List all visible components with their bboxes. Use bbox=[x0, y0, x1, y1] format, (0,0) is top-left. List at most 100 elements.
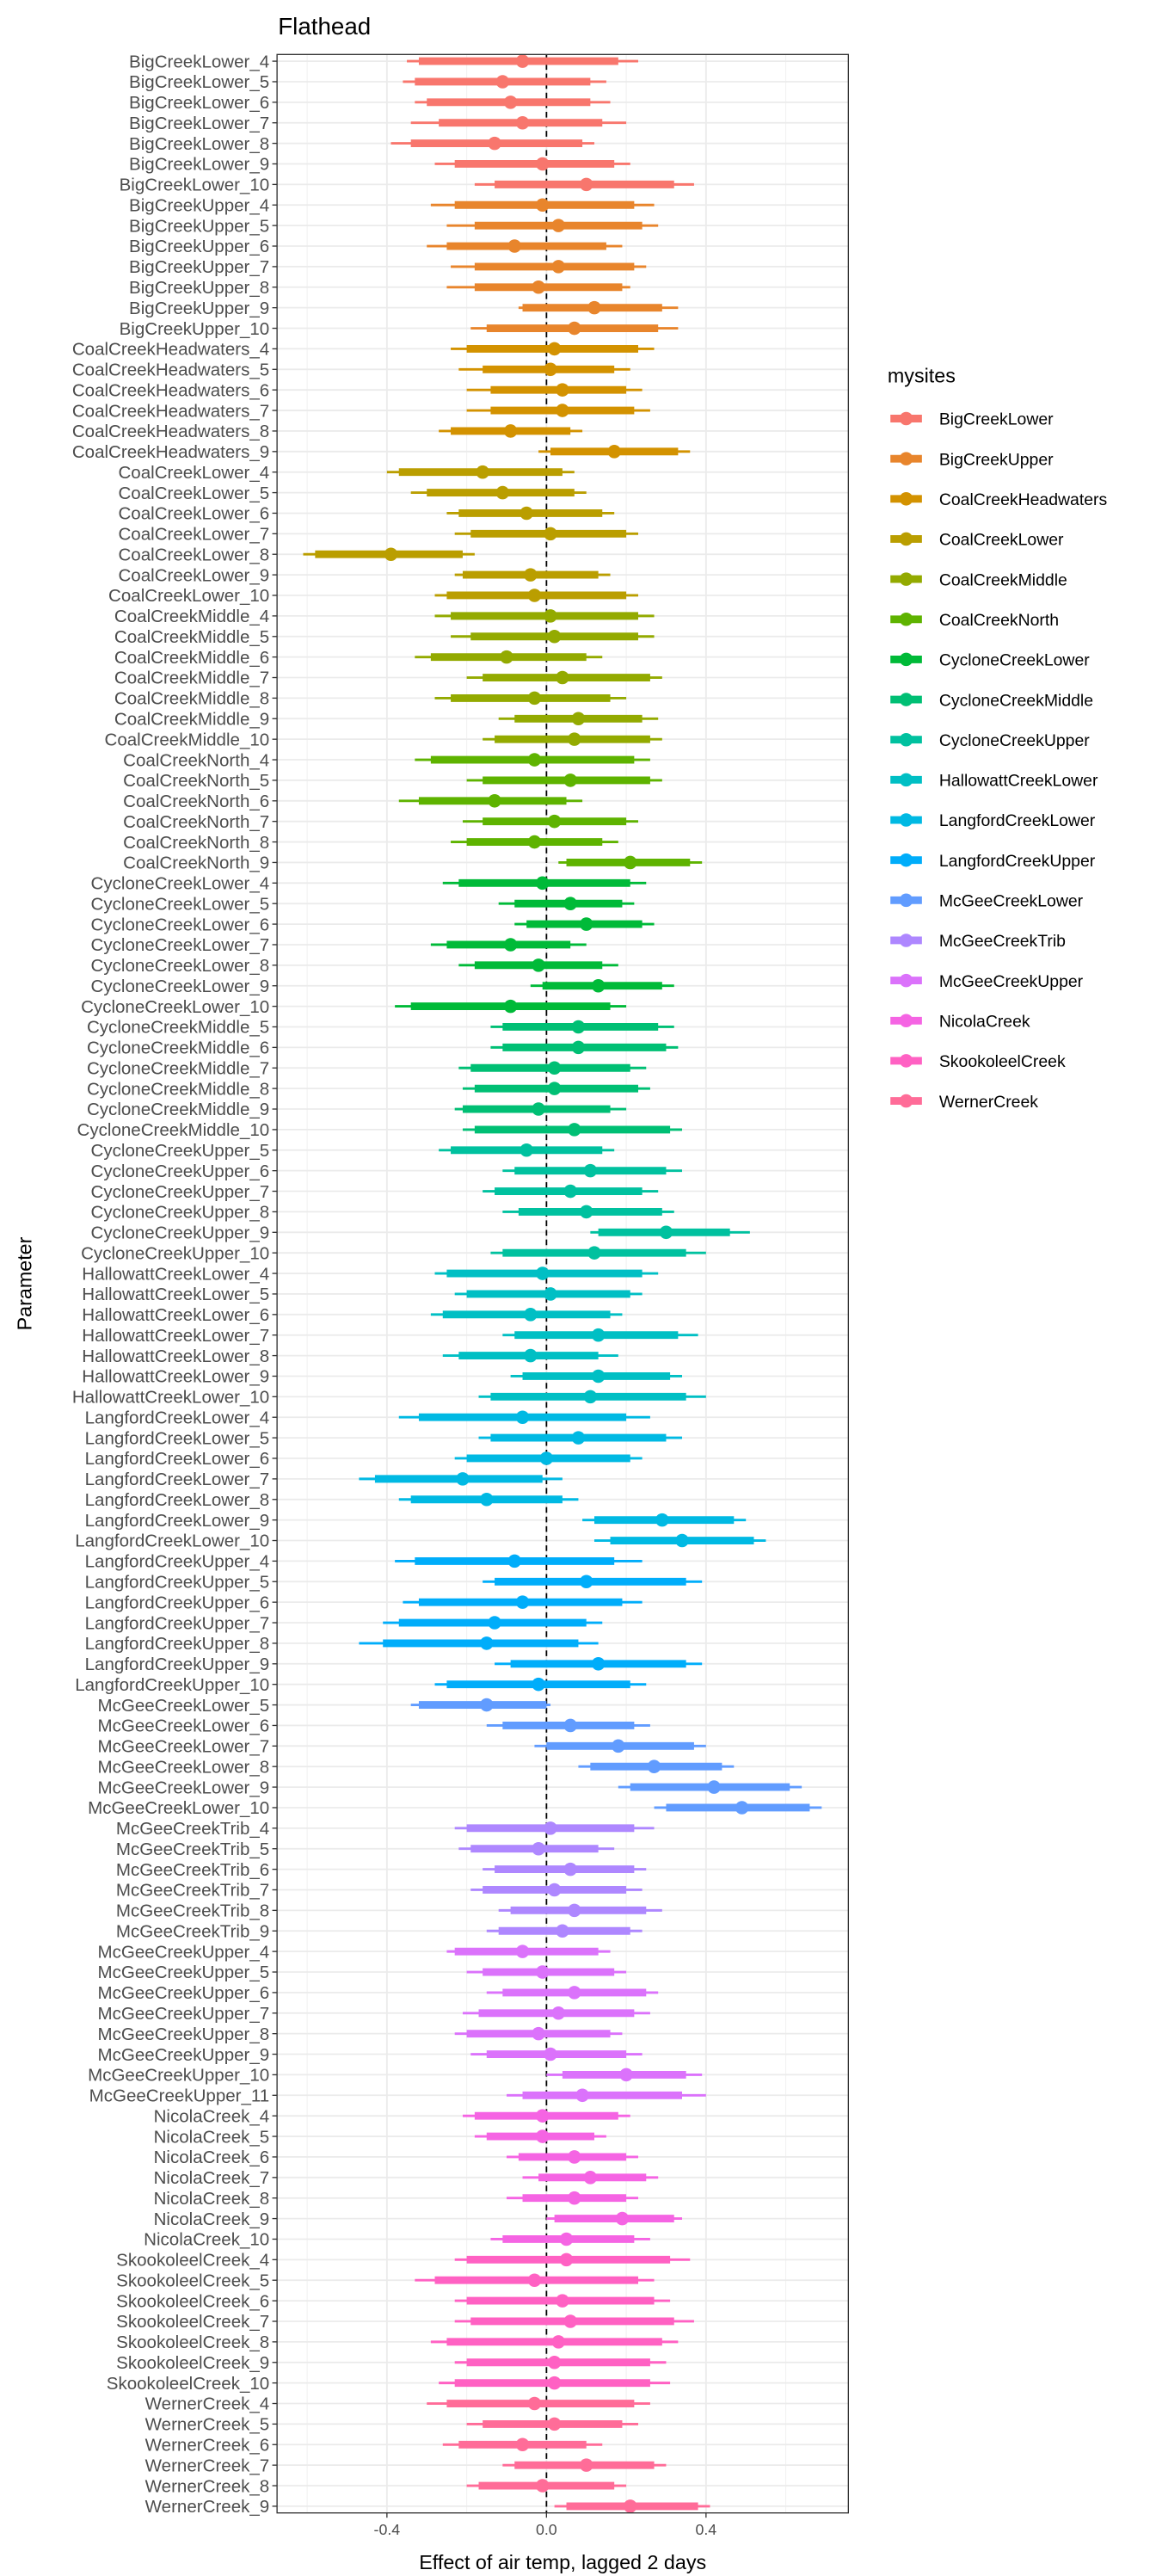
y-tick-label: CycloneCreekUpper_9 bbox=[91, 1223, 270, 1243]
y-tick-label: BigCreekUpper_4 bbox=[129, 195, 269, 215]
y-tick-label: LangfordCreekLower_9 bbox=[85, 1511, 270, 1531]
legend-item: McGeeCreekTrib bbox=[890, 932, 1066, 951]
point-estimate bbox=[563, 1862, 577, 1877]
y-tick-label: McGeeCreekUpper_8 bbox=[98, 2024, 270, 2044]
y-tick-label: CycloneCreekUpper_8 bbox=[91, 1203, 270, 1223]
y-tick-label: McGeeCreekLower_6 bbox=[98, 1716, 270, 1736]
y-tick-label: WernerCreek_8 bbox=[145, 2476, 270, 2496]
point-estimate bbox=[568, 321, 581, 336]
point-estimate bbox=[488, 794, 501, 808]
point-estimate bbox=[507, 1554, 522, 1568]
y-axis-title: Parameter bbox=[14, 1236, 36, 1330]
y-tick-label: BigCreekUpper_9 bbox=[129, 299, 269, 318]
y-tick-label: CoalCreekHeadwaters_7 bbox=[72, 401, 269, 421]
point-estimate bbox=[503, 96, 518, 109]
legend-item: CycloneCreekLower bbox=[890, 651, 1090, 670]
legend-key-point bbox=[899, 492, 913, 506]
y-tick-label: CoalCreekLower_5 bbox=[118, 484, 269, 503]
y-tick-label: HallowattCreekLower_4 bbox=[82, 1264, 269, 1284]
point-estimate bbox=[587, 1246, 601, 1260]
point-estimate bbox=[623, 855, 637, 870]
point-estimate bbox=[507, 239, 522, 253]
y-tick-label: CoalCreekHeadwaters_4 bbox=[72, 340, 269, 360]
y-tick-label: WernerCreek_5 bbox=[145, 2415, 270, 2435]
legend-key-point bbox=[899, 532, 913, 546]
y-tick-label: NicolaCreek_9 bbox=[154, 2209, 270, 2229]
point-estimate bbox=[527, 589, 542, 602]
chart-title: Flathead bbox=[278, 13, 371, 40]
y-tick-label: CoalCreekLower_7 bbox=[118, 525, 269, 545]
y-tick-label: CoalCreekLower_6 bbox=[118, 504, 269, 524]
y-tick-label: McGeeCreekTrib_6 bbox=[116, 1860, 269, 1880]
point-estimate bbox=[532, 1841, 545, 1856]
legend-label: CoalCreekLower bbox=[939, 531, 1064, 550]
point-estimate bbox=[535, 1965, 550, 1979]
point-estimate bbox=[544, 362, 557, 377]
legend-label: LangfordCreekLower bbox=[939, 811, 1096, 830]
y-tick-label: LangfordCreekLower_5 bbox=[85, 1428, 270, 1448]
y-tick-label: BigCreekLower_9 bbox=[129, 155, 269, 175]
point-estimate bbox=[535, 2479, 550, 2493]
point-estimate bbox=[591, 1369, 606, 1384]
point-estimate bbox=[520, 506, 533, 521]
point-estimate bbox=[503, 938, 518, 952]
y-tick-label: CoalCreekNorth_7 bbox=[123, 812, 269, 832]
y-tick-label: CoalCreekNorth_4 bbox=[123, 750, 269, 770]
legend-label: WernerCreek bbox=[939, 1093, 1038, 1112]
legend-label: LangfordCreekUpper bbox=[939, 852, 1096, 871]
point-estimate bbox=[612, 1739, 625, 1753]
point-estimate bbox=[527, 835, 542, 849]
y-tick-label: CycloneCreekLower_4 bbox=[91, 874, 270, 894]
point-estimate bbox=[527, 2396, 542, 2411]
legend-label: BigCreekUpper bbox=[939, 450, 1054, 469]
point-estimate bbox=[547, 2417, 562, 2431]
legend-item: McGeeCreekLower bbox=[890, 892, 1084, 911]
y-tick-label: NicolaCreek_10 bbox=[144, 2230, 269, 2250]
y-tick-label: CoalCreekMiddle_9 bbox=[114, 709, 269, 729]
legend-label: HallowattCreekLower bbox=[939, 772, 1098, 791]
y-tick-label: LangfordCreekUpper_6 bbox=[85, 1593, 270, 1612]
point-estimate bbox=[535, 157, 550, 171]
point-estimate bbox=[456, 1472, 470, 1486]
point-estimate bbox=[515, 1410, 530, 1425]
y-tick-label: CoalCreekNorth_9 bbox=[123, 854, 269, 873]
y-tick-label: CycloneCreekLower_6 bbox=[91, 915, 270, 934]
point-estimate bbox=[568, 1903, 581, 1918]
legend-title: mysites bbox=[888, 364, 956, 386]
y-tick-label: CoalCreekMiddle_4 bbox=[114, 607, 269, 626]
point-estimate bbox=[571, 1431, 586, 1445]
point-estimate bbox=[583, 2171, 598, 2185]
legend-item: McGeeCreekUpper bbox=[890, 972, 1084, 991]
y-tick-label: NicolaCreek_8 bbox=[154, 2189, 270, 2209]
y-tick-label: SkookoleelCreek_4 bbox=[116, 2251, 269, 2271]
point-estimate bbox=[568, 2150, 581, 2164]
y-tick-label: McGeeCreekTrib_7 bbox=[116, 1881, 269, 1901]
y-tick-label: McGeeCreekTrib_9 bbox=[116, 1921, 269, 1941]
legend-key-point bbox=[899, 732, 913, 747]
y-tick-label: CoalCreekHeadwaters_6 bbox=[72, 380, 269, 400]
y-tick-label: SkookoleelCreek_10 bbox=[107, 2374, 269, 2394]
legend-key-point bbox=[899, 1094, 913, 1108]
y-tick-label: McGeeCreekUpper_7 bbox=[98, 2004, 270, 2024]
point-estimate bbox=[556, 404, 569, 417]
legend-key-point bbox=[899, 612, 913, 626]
point-estimate bbox=[535, 2109, 550, 2123]
point-estimate bbox=[579, 1575, 593, 1589]
legend-item: CoalCreekMiddle bbox=[890, 570, 1067, 589]
y-tick-label: BigCreekUpper_10 bbox=[120, 319, 270, 339]
y-tick-label: McGeeCreekLower_7 bbox=[98, 1737, 270, 1757]
point-estimate bbox=[623, 2499, 637, 2513]
point-estimate bbox=[655, 1513, 669, 1527]
y-tick-label: McGeeCreekLower_5 bbox=[98, 1696, 270, 1716]
y-tick-label: McGeeCreekTrib_4 bbox=[116, 1819, 269, 1839]
legend-item: CoalCreekLower bbox=[890, 531, 1064, 550]
y-tick-label: BigCreekLower_10 bbox=[120, 176, 270, 195]
y-tick-label: LangfordCreekLower_10 bbox=[75, 1531, 269, 1551]
point-estimate bbox=[647, 1759, 661, 1773]
legend-item: CycloneCreekMiddle bbox=[890, 691, 1093, 710]
y-tick-label: CycloneCreekLower_10 bbox=[81, 997, 269, 1017]
y-tick-label: SkookoleelCreek_5 bbox=[116, 2271, 269, 2290]
y-tick-label: CoalCreekLower_8 bbox=[118, 545, 269, 564]
point-estimate bbox=[571, 1040, 586, 1055]
y-tick-label: BigCreekUpper_7 bbox=[129, 257, 269, 277]
